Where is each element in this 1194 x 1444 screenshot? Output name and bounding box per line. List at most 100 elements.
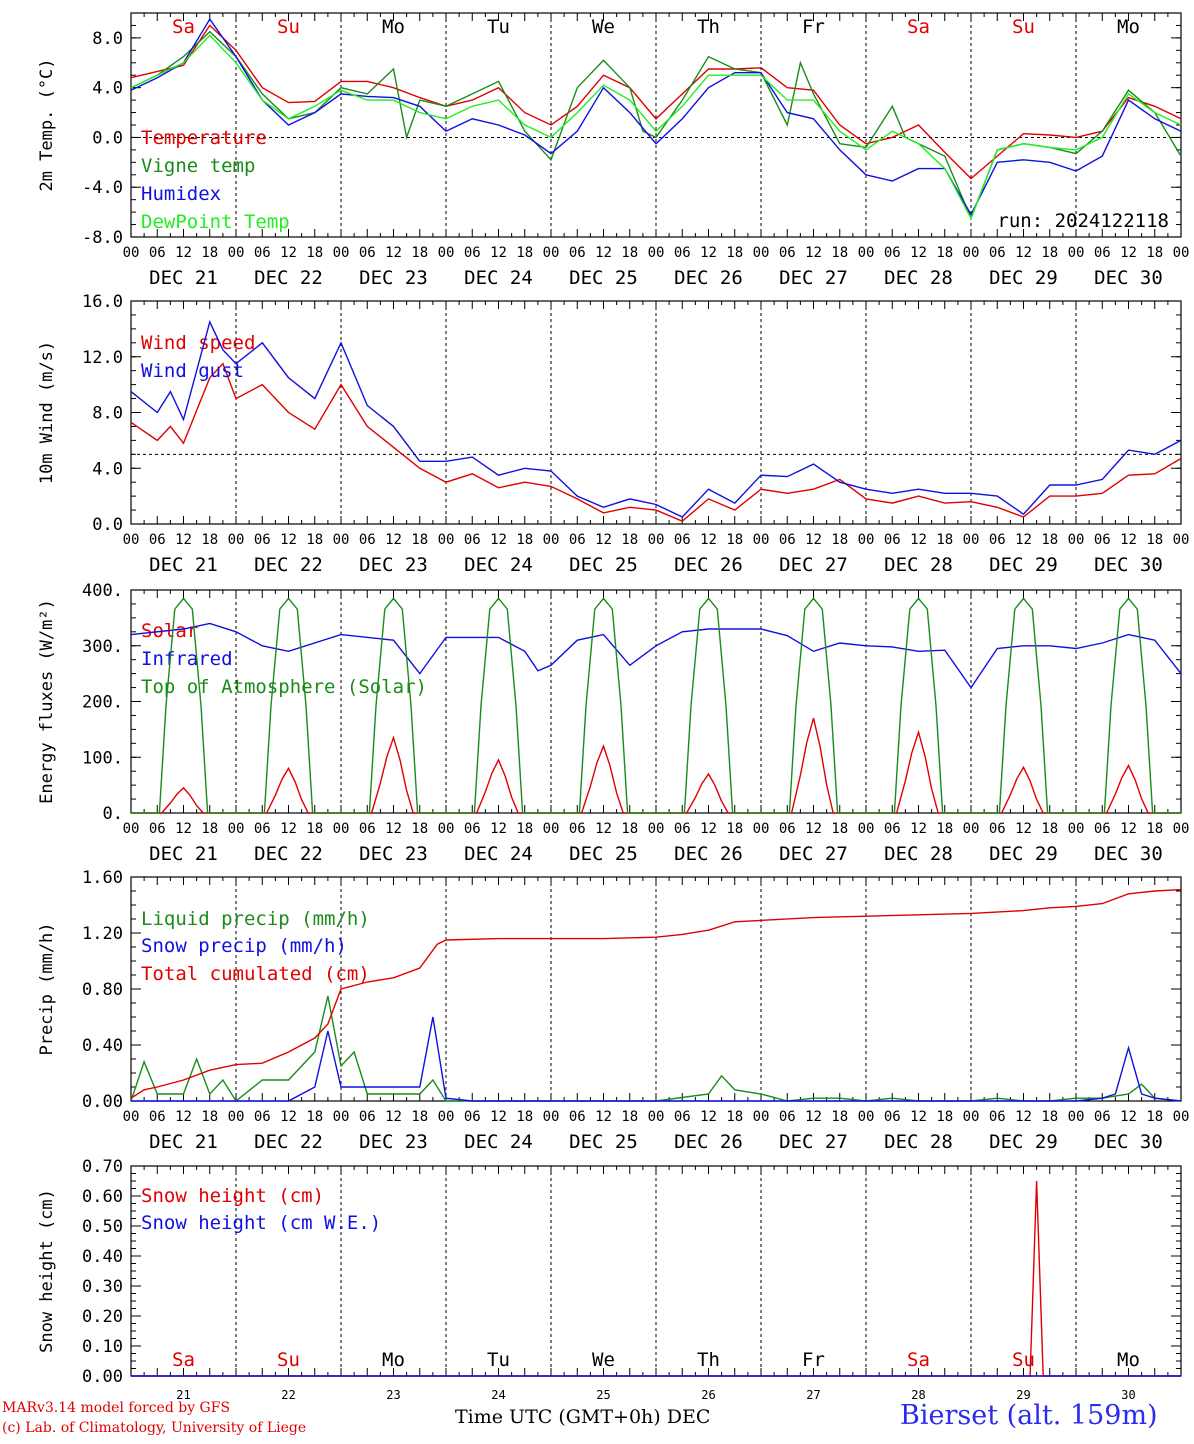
x-hour-label: 00 [228,1109,245,1125]
y-tick-label: 4.0 [92,79,123,99]
x-hour-label: 12 [595,821,612,837]
x-hour-label: 06 [359,821,376,837]
legend-entry: Humidex [141,183,221,205]
x-date-label: DEC 25 [569,1131,638,1153]
x-hour-label: 00 [123,245,140,261]
x-hour-label: 00 [333,245,350,261]
x-date-label: DEC 29 [989,554,1058,576]
x-hour-label: 12 [1120,532,1137,548]
x-hour-label: 18 [516,1109,533,1125]
x-hour-label: 12 [1015,1109,1032,1125]
x-hour-label: 12 [280,821,297,837]
x-hour-label: 06 [989,532,1006,548]
x-hour-label: 06 [569,245,586,261]
x-hour-label: 18 [411,245,428,261]
y-tick-label: 0.00 [82,1367,123,1387]
x-hour-label: 00 [963,1109,980,1125]
x-hour-label: 06 [779,245,796,261]
day-abbr: Su [277,16,300,38]
x-hour-label: 00 [858,821,875,837]
x-hour-label: 18 [831,1109,848,1125]
x-date-label: DEC 27 [779,843,848,865]
x-date-label: DEC 30 [1094,1131,1163,1153]
x-hour-label: 12 [595,245,612,261]
series-line-temperature [130,24,1182,180]
series-line-top-of-atmosphere-solar- [131,597,1181,814]
x-hour-label: 12 [280,245,297,261]
x-hour-label: 00 [543,821,560,837]
x-hour-label: 06 [149,821,166,837]
y-tick-label: 0.00 [82,1092,123,1112]
x-date-label: DEC 26 [674,843,743,865]
x-hour-label: 18 [621,1109,638,1125]
x-hour-label: 06 [569,532,586,548]
x-hour-label: 12 [1015,532,1032,548]
x-hour-label: 12 [700,532,717,548]
x-hour-label: 00 [123,532,140,548]
day-number: 30 [1121,1388,1135,1402]
y-axis-label: Snow height (cm) [37,1189,57,1353]
x-hour-label: 18 [411,1109,428,1125]
x-date-label: DEC 30 [1094,843,1163,865]
y-tick-label: 0.80 [82,980,123,1000]
x-hour-label: 00 [963,532,980,548]
x-date-label: DEC 27 [779,1131,848,1153]
x-hour-label: 00 [648,821,665,837]
x-hour-label: 18 [1146,1109,1163,1125]
y-tick-label: 1.60 [82,868,123,888]
y-axis-label: 2m Temp. (°C) [37,58,57,191]
y-tick-label: 100. [82,748,123,768]
day-number: 27 [806,1388,820,1402]
x-hour-label: 18 [726,532,743,548]
x-hour-label: 00 [858,1109,875,1125]
x-date-label: DEC 25 [569,843,638,865]
legend-entry: Infrared [141,648,233,670]
x-hour-label: 18 [936,1109,953,1125]
series-line-dewpoint-temp [130,34,1182,220]
y-tick-label: 0.20 [82,1307,123,1327]
x-hour-label: 18 [621,532,638,548]
x-hour-label: 06 [149,532,166,548]
day-abbr: Tu [487,16,510,38]
x-hour-label: 18 [411,821,428,837]
y-tick-label: 0.40 [82,1036,123,1056]
legend-entry: Snow height (cm W.E.) [141,1212,381,1234]
x-date-label: DEC 27 [779,267,848,289]
y-axis-label: Energy fluxes (W/m²) [37,599,57,804]
day-abbr: Fr [802,1349,825,1371]
x-hour-label: 18 [411,532,428,548]
x-hour-label: 18 [1041,1109,1058,1125]
x-hour-label: 06 [779,821,796,837]
x-hour-label: 12 [1120,821,1137,837]
x-hour-label: 00 [648,1109,665,1125]
x-hour-label: 00 [438,1109,455,1125]
y-tick-label: 1.20 [82,924,123,944]
x-hour-label: 00 [333,1109,350,1125]
series-line-wind-gust [130,319,1182,518]
x-date-label: DEC 23 [359,554,428,576]
x-hour-label: 18 [201,245,218,261]
x-hour-label: 18 [831,245,848,261]
y-tick-label: 0.0 [92,128,123,148]
x-hour-label: 06 [1094,821,1111,837]
x-date-label: DEC 29 [989,843,1058,865]
x-hour-label: 00 [963,821,980,837]
x-hour-label: 06 [254,245,271,261]
x-hour-label: 00 [333,532,350,548]
x-hour-label: 18 [516,532,533,548]
y-tick-label: 0.30 [82,1277,123,1297]
panel-5: 0.00 0.10 0.20 0.30 0.40 0.50 0.60 0.70 Snow hei… [37,1157,1182,1402]
x-hour-label: 06 [569,821,586,837]
day-number: 22 [281,1388,295,1402]
x-hour-label: 06 [1094,1109,1111,1125]
y-tick-label: 200. [82,693,123,713]
legend-entry: Snow precip (mm/h) [141,935,347,957]
x-axis-title: Time UTC (GMT+0h) DEC [455,1406,711,1428]
x-hour-label: 18 [726,1109,743,1125]
day-number: 24 [491,1388,505,1402]
y-tick-label: 12.0 [82,348,123,368]
x-hour-label: 18 [201,821,218,837]
legend-entry: Wind gust [141,360,244,382]
day-abbr: Sa [907,16,930,38]
series-line-total-cumulated-cm- [130,888,1182,1099]
